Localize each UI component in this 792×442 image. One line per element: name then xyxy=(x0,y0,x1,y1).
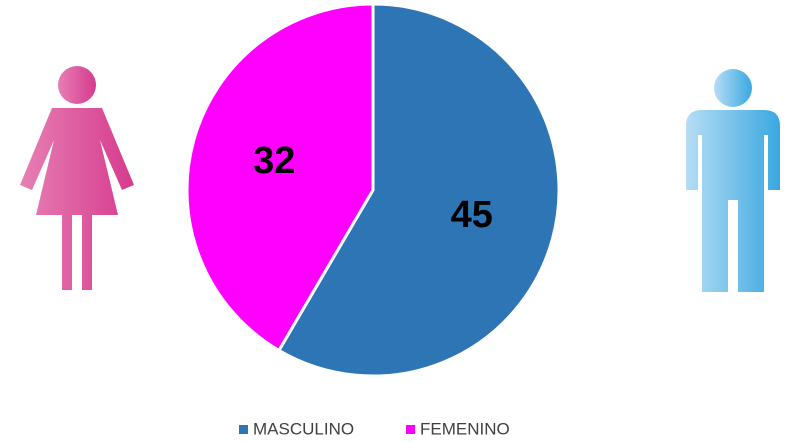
pie-slice xyxy=(185,2,375,353)
data-label: 45 xyxy=(451,194,493,236)
legend: MASCULINO FEMENINO xyxy=(239,419,510,438)
female-icon xyxy=(20,66,134,290)
legend-swatch xyxy=(406,425,415,434)
data-label: 32 xyxy=(253,140,295,182)
legend-label: MASCULINO xyxy=(253,419,354,438)
male-icon xyxy=(686,69,780,292)
legend-swatch xyxy=(239,425,248,434)
pie-slice xyxy=(276,2,561,378)
pie: 45 32 xyxy=(185,2,561,378)
legend-label: FEMENINO xyxy=(420,419,510,438)
